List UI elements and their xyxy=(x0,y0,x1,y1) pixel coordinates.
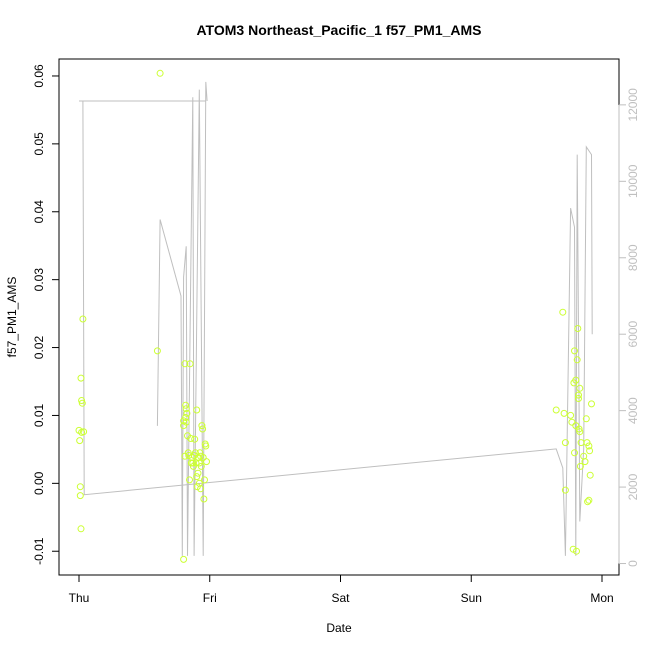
data-point xyxy=(200,495,208,503)
data-point xyxy=(192,459,200,467)
y2-tick-label: 12000 xyxy=(626,88,640,122)
data-point xyxy=(181,360,189,368)
data-point xyxy=(79,315,87,323)
data-point xyxy=(198,422,206,430)
data-point xyxy=(182,418,190,426)
data-point xyxy=(575,395,582,402)
data-point xyxy=(76,437,84,445)
points-layer xyxy=(75,69,595,563)
x-tick-label: Sat xyxy=(331,591,350,605)
y2-axis: 0 2000 4000 6000 8000 10000 12000 xyxy=(618,88,640,567)
data-point xyxy=(561,439,569,447)
data-point xyxy=(588,400,595,408)
data-point xyxy=(201,476,208,484)
data-point xyxy=(191,435,199,443)
data-point xyxy=(572,376,580,384)
data-point xyxy=(574,325,582,332)
data-point xyxy=(193,406,201,414)
data-point xyxy=(182,414,190,421)
data-point xyxy=(576,384,584,392)
x-axis: Thu Fri Sat Sun Mon xyxy=(69,574,614,605)
data-point xyxy=(573,356,581,364)
data-point xyxy=(585,442,593,450)
data-point xyxy=(561,486,569,494)
y-axis-label: f57_PM1_AMS xyxy=(5,277,19,358)
data-point xyxy=(77,525,85,533)
data-point xyxy=(203,458,210,466)
data-point xyxy=(156,69,164,77)
y-tick-label: -0.01 xyxy=(32,537,46,565)
data-point xyxy=(78,397,86,404)
x-tick-label: Mon xyxy=(590,591,613,605)
data-point xyxy=(575,425,583,433)
data-point xyxy=(586,447,594,455)
data-point xyxy=(575,391,582,399)
data-point xyxy=(182,401,190,409)
data-point xyxy=(77,374,85,382)
data-point xyxy=(184,449,192,457)
data-point xyxy=(584,498,592,506)
data-point xyxy=(568,418,576,426)
data-point xyxy=(560,409,568,417)
data-point xyxy=(194,469,202,477)
y2-tick-label: 0 xyxy=(626,560,640,567)
data-point xyxy=(571,347,578,355)
y-tick-label: 0.04 xyxy=(32,200,46,224)
data-point xyxy=(186,360,194,368)
data-point xyxy=(583,439,591,447)
data-point xyxy=(195,459,203,467)
data-point xyxy=(552,406,560,414)
data-point xyxy=(182,405,190,413)
x-axis-label: Date xyxy=(326,621,352,635)
data-point xyxy=(196,449,204,457)
plot-area-frame xyxy=(58,58,620,576)
data-point xyxy=(559,308,567,316)
data-point xyxy=(187,435,195,442)
y-tick-label: 0.01 xyxy=(32,403,46,427)
data-point xyxy=(571,449,578,457)
data-point xyxy=(585,496,593,504)
data-point xyxy=(573,547,580,555)
x-tick-label: Sun xyxy=(461,591,482,605)
y-axis: -0.01 0.00 0.01 0.02 0.03 0.04 0.05 0.06 xyxy=(32,64,60,565)
data-point xyxy=(197,462,205,470)
y2-tick-label: 2000 xyxy=(626,473,640,500)
x-tick-label: Fri xyxy=(203,591,217,605)
data-point xyxy=(202,442,210,450)
data-point xyxy=(153,347,161,355)
y-tick-label: 0.03 xyxy=(32,268,46,292)
data-point xyxy=(186,476,193,484)
y2-tick-label: 10000 xyxy=(626,164,640,198)
data-point xyxy=(576,428,584,436)
data-point xyxy=(80,428,88,436)
y-tick-label: 0.02 xyxy=(32,336,46,360)
data-point xyxy=(199,425,207,433)
y2-tick-label: 6000 xyxy=(626,321,640,348)
y2-tick-label: 8000 xyxy=(626,244,640,271)
data-point xyxy=(193,473,201,481)
y-tick-label: 0.05 xyxy=(32,132,46,156)
data-point xyxy=(183,409,191,417)
data-point xyxy=(576,462,584,470)
chart-title: ATOM3 Northeast_Pacific_1 f57_PM1_AMS xyxy=(196,22,481,38)
data-point xyxy=(191,449,199,457)
y2-tick-label: 4000 xyxy=(626,397,640,424)
data-point xyxy=(78,399,86,407)
series-line-0 xyxy=(79,100,593,556)
data-point xyxy=(586,471,594,479)
data-point xyxy=(197,485,205,493)
y-tick-label: 0.06 xyxy=(32,64,46,88)
y-tick-label: 0.00 xyxy=(32,471,46,495)
secondary-line-layer xyxy=(79,81,593,556)
data-point xyxy=(581,458,589,466)
data-point xyxy=(76,492,84,500)
data-point xyxy=(582,415,590,423)
x-tick-label: Thu xyxy=(69,591,90,605)
series-line-2 xyxy=(156,81,208,556)
data-point xyxy=(76,483,84,491)
data-point xyxy=(180,555,188,563)
data-point xyxy=(567,411,575,419)
